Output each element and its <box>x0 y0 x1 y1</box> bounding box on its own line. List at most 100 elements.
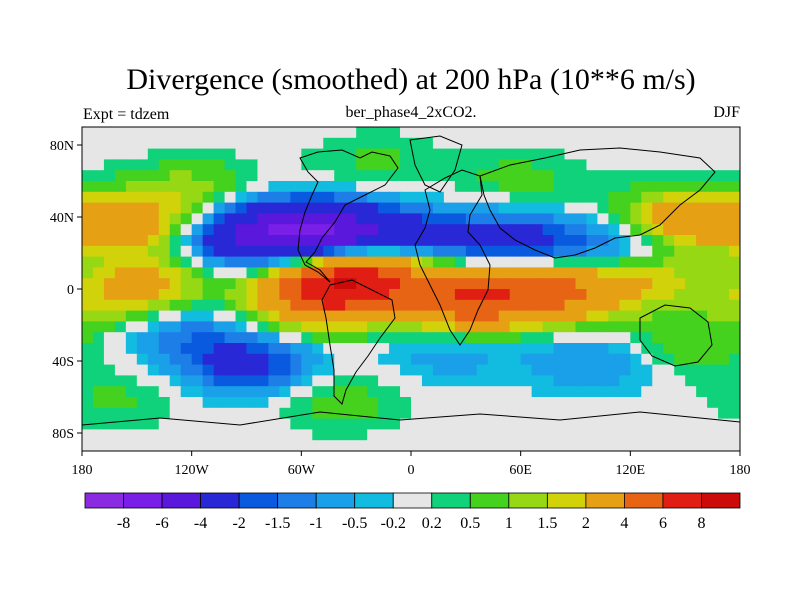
contour-cell <box>180 245 193 258</box>
contour-cell <box>575 224 588 236</box>
contour-cell <box>279 440 291 451</box>
contour-cell <box>92 332 105 344</box>
contour-cell <box>564 386 577 398</box>
contour-cell <box>290 170 302 182</box>
contour-cell <box>356 127 368 139</box>
contour-cell <box>290 137 302 150</box>
contour-cell <box>158 224 171 236</box>
contour-cell <box>125 256 138 268</box>
contour-cell <box>334 429 346 441</box>
contour-cell <box>619 386 631 398</box>
contour-cell <box>542 267 555 279</box>
contour-cell <box>268 170 280 182</box>
contour-cell <box>279 364 291 376</box>
contour-cell <box>180 191 193 204</box>
contour-cell <box>103 235 116 247</box>
contour-cell <box>103 397 116 409</box>
contour-cell <box>389 159 401 171</box>
contour-cell <box>652 375 664 387</box>
contour-cell <box>465 170 478 182</box>
contour-cell <box>498 310 511 322</box>
contour-cell <box>103 127 116 139</box>
contour-cell <box>279 256 291 268</box>
contour-cell <box>202 267 215 279</box>
contour-cell <box>586 170 599 182</box>
colorbar: -8 -6 -4 -2 -1.5 -1 -0.5 -0.2 0.2 0.5 1 1.5 2 4 6 8 <box>84 492 741 532</box>
contour-cell <box>454 364 467 376</box>
contour-cell <box>575 202 588 214</box>
x-tick-label: 0 <box>408 463 415 478</box>
contour-cell <box>718 407 730 420</box>
contour-cell <box>158 299 171 312</box>
contour-cell <box>378 137 390 150</box>
contour-cell <box>125 343 138 355</box>
contour-cell <box>125 245 138 258</box>
x-tick-label: 120E <box>616 463 646 478</box>
contour-cell <box>224 235 237 247</box>
contour-cell <box>235 343 248 355</box>
contour-cell <box>421 159 434 171</box>
contour-cell <box>246 213 259 225</box>
contour-cell <box>235 224 248 236</box>
contour-cell <box>454 289 467 301</box>
contour-cell <box>82 267 94 279</box>
contour-cell <box>608 440 620 451</box>
contour-cell <box>641 170 653 182</box>
contour-cell <box>367 170 379 182</box>
contour-cell <box>531 137 544 150</box>
contour-cell <box>169 321 182 333</box>
contour-cell <box>180 267 193 279</box>
contour-cell <box>531 418 544 430</box>
contour-cell <box>400 224 412 236</box>
contour-cell <box>82 181 94 193</box>
contour-cell <box>476 375 489 387</box>
contour-cell <box>586 386 599 398</box>
contour-cell <box>454 245 467 258</box>
contour-cell <box>323 235 335 247</box>
contour-cell <box>136 148 149 160</box>
contour-cell <box>103 343 116 355</box>
contour-cell <box>169 364 182 376</box>
contour-cell <box>356 202 368 214</box>
contour-cell <box>125 267 138 279</box>
contour-cell <box>114 235 127 247</box>
contour-cell <box>257 289 270 301</box>
contour-cell <box>191 224 204 236</box>
contour-cell <box>564 407 577 420</box>
contour-cell <box>356 170 368 182</box>
contour-cell <box>674 375 686 387</box>
contour-cell <box>290 353 302 366</box>
contour-cell <box>257 202 270 214</box>
contour-cell <box>411 440 423 451</box>
contour-cell <box>103 364 116 376</box>
contour-cell <box>213 278 226 290</box>
contour-cell <box>575 364 588 376</box>
contour-cell <box>718 353 730 366</box>
contour-cell <box>608 245 620 258</box>
contour-cell <box>718 267 730 279</box>
contour-cell <box>356 159 368 171</box>
contour-cell <box>663 278 675 290</box>
contour-cell <box>586 213 599 225</box>
contour-cell <box>389 397 401 409</box>
contour-cell <box>421 137 434 150</box>
contour-cell <box>520 278 533 290</box>
contour-cell <box>114 267 127 279</box>
contour-cell <box>367 181 379 193</box>
contour-cell <box>586 159 599 171</box>
contour-cell <box>367 310 379 322</box>
contour-cell <box>235 202 248 214</box>
colorbar-label: 8 <box>697 515 705 532</box>
contour-cell <box>652 245 664 258</box>
contour-cell <box>136 440 149 451</box>
contour-cell <box>345 299 357 312</box>
longitude-axis: 180 120W 60W 0 60E 120E 180 <box>72 451 751 478</box>
contour-cell <box>685 353 697 366</box>
contour-cell <box>400 181 412 193</box>
contour-cell <box>553 170 566 182</box>
contour-cell <box>476 418 489 430</box>
contour-cell <box>301 364 313 376</box>
contour-cell <box>279 213 291 225</box>
contour-cell <box>378 375 390 387</box>
contour-cell <box>312 181 324 193</box>
